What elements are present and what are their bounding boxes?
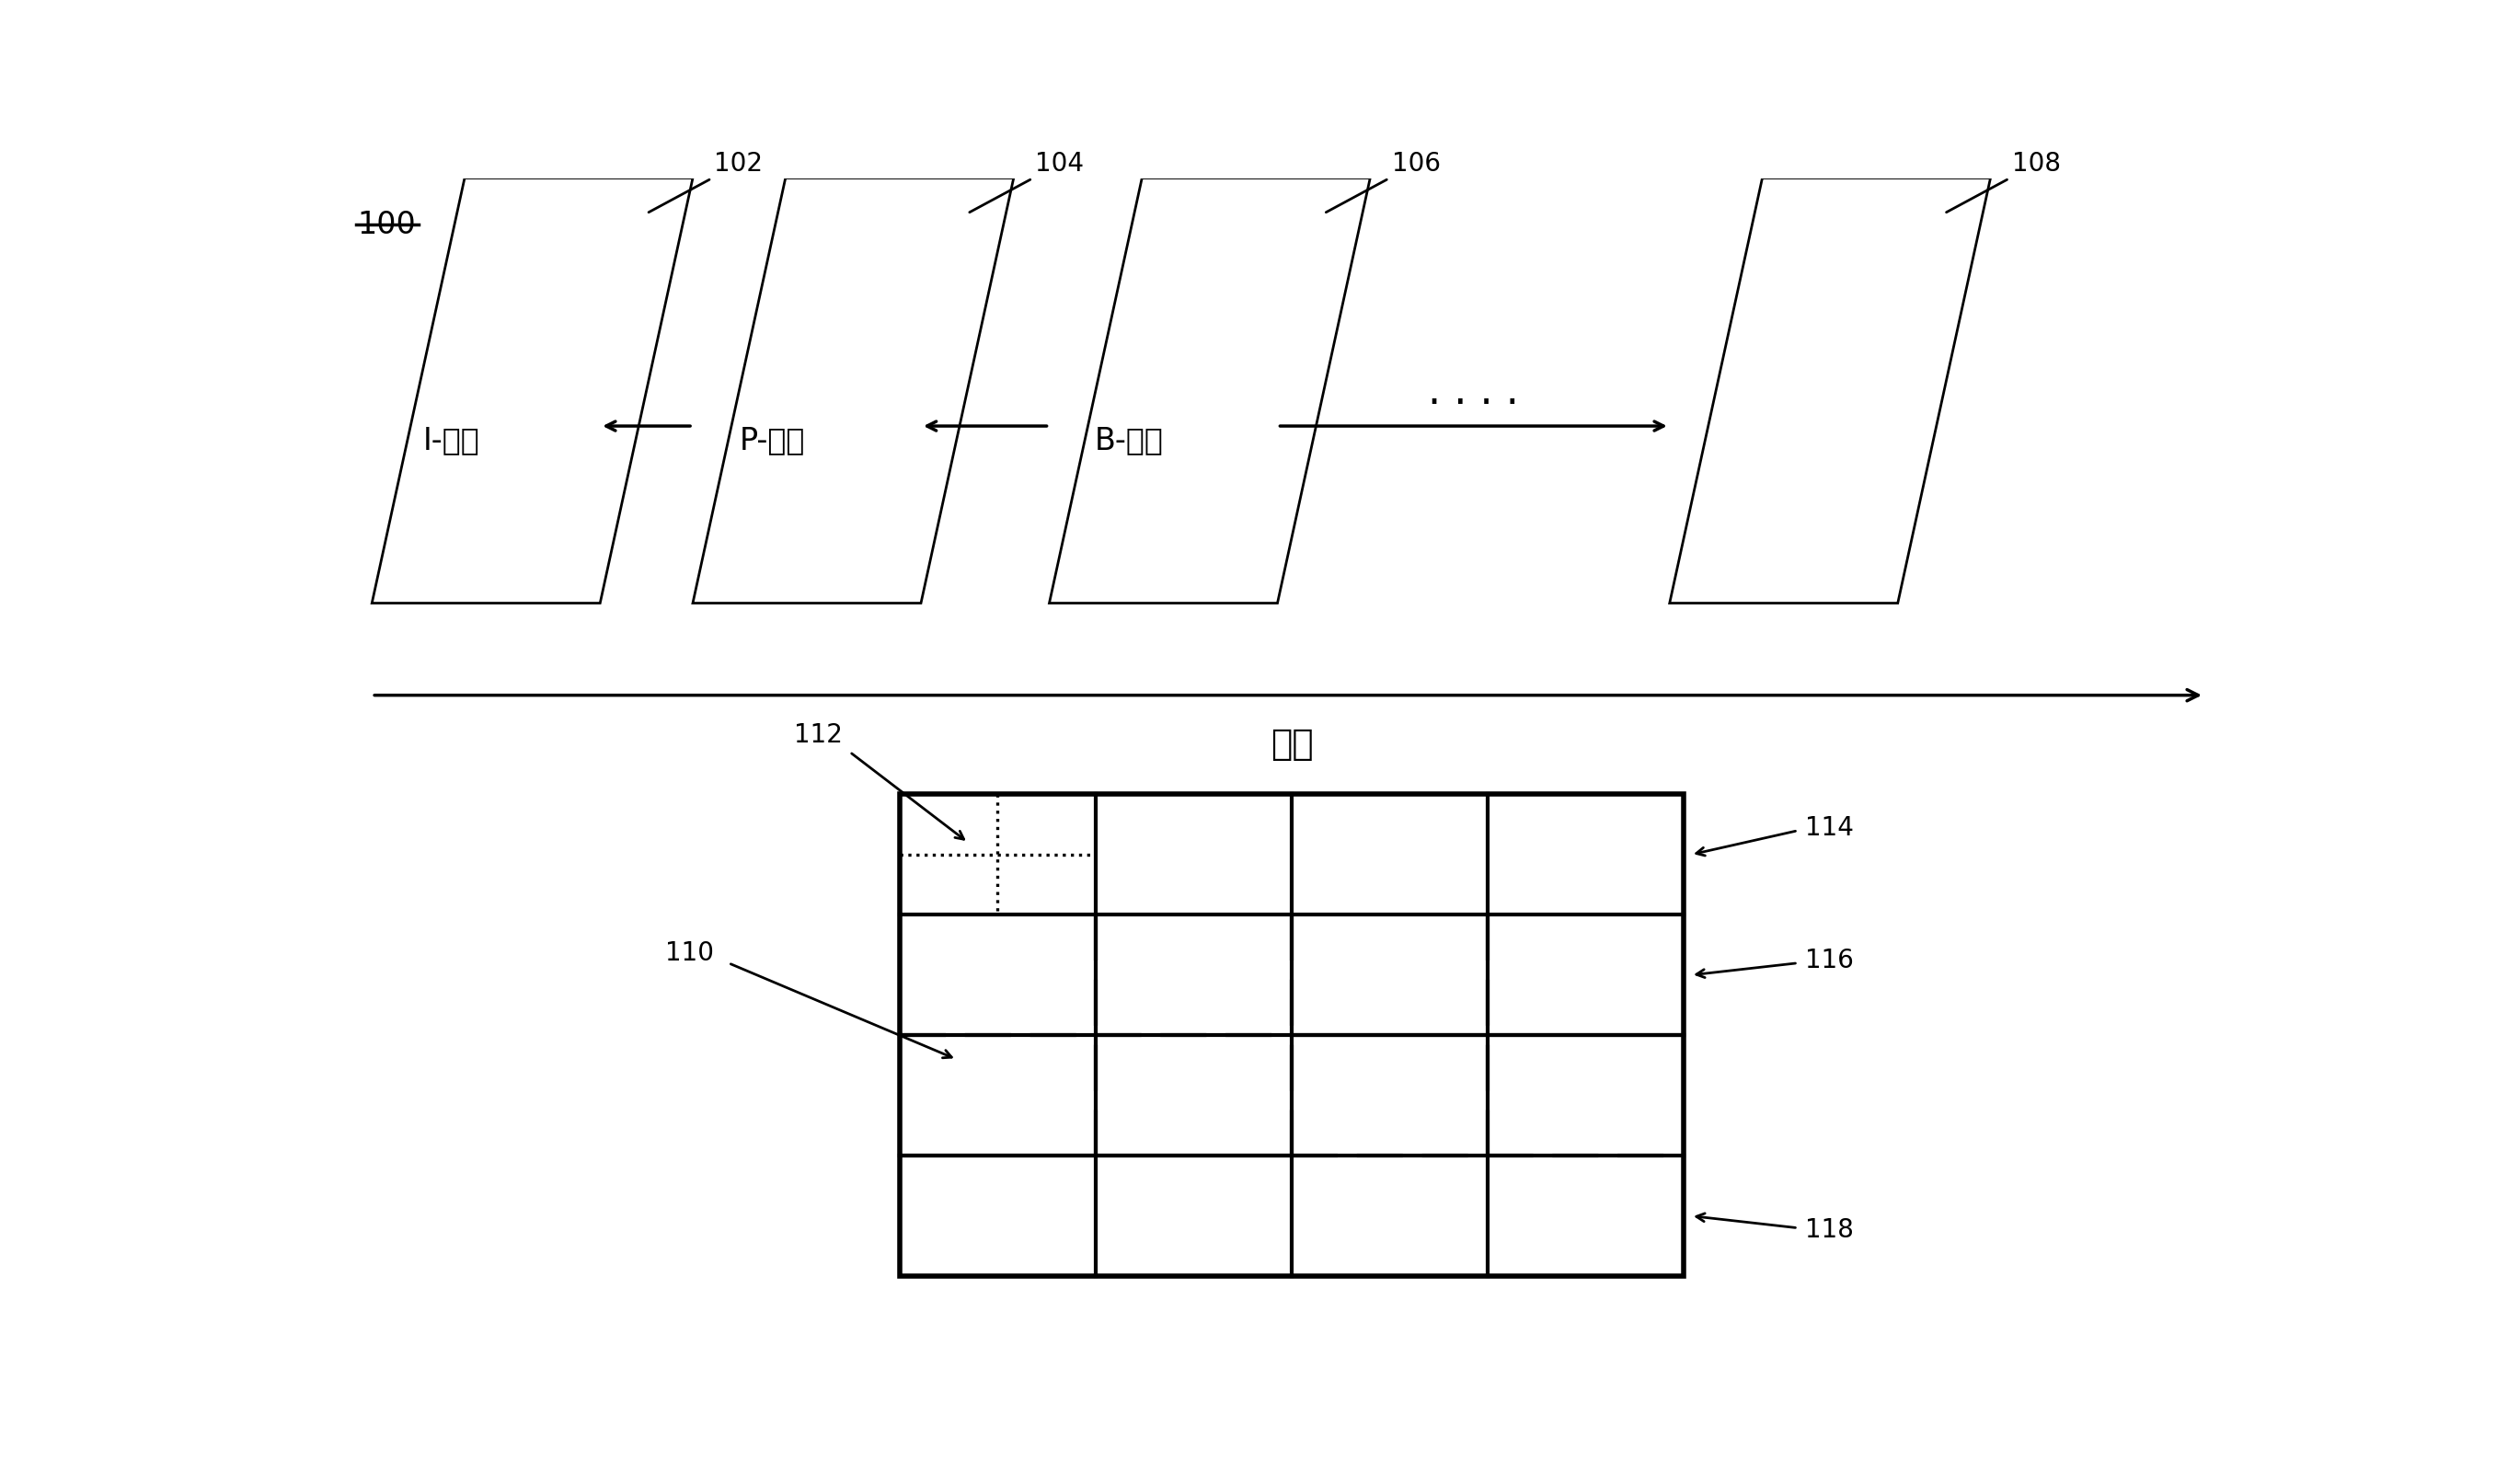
Text: 106: 106 <box>1325 151 1441 212</box>
Text: 108: 108 <box>1947 151 2061 212</box>
Polygon shape <box>373 178 693 603</box>
Text: 118: 118 <box>1806 1217 1854 1244</box>
Polygon shape <box>1670 178 1990 603</box>
Text: 100: 100 <box>358 209 416 240</box>
Text: 102: 102 <box>650 151 763 212</box>
Text: I-图片: I-图片 <box>423 424 481 456</box>
Text: · · · ·: · · · · <box>1428 384 1519 424</box>
Text: 116: 116 <box>1806 948 1854 974</box>
Text: 时间: 时间 <box>1270 727 1312 763</box>
Text: P-图片: P-图片 <box>741 424 806 456</box>
Text: 112: 112 <box>793 723 841 748</box>
Bar <box>899 794 1683 1276</box>
Polygon shape <box>693 178 1013 603</box>
Text: 114: 114 <box>1806 815 1854 841</box>
Polygon shape <box>1050 178 1370 603</box>
Text: B-图片: B-图片 <box>1096 424 1164 456</box>
Text: 104: 104 <box>970 151 1083 212</box>
Text: 110: 110 <box>665 941 715 966</box>
